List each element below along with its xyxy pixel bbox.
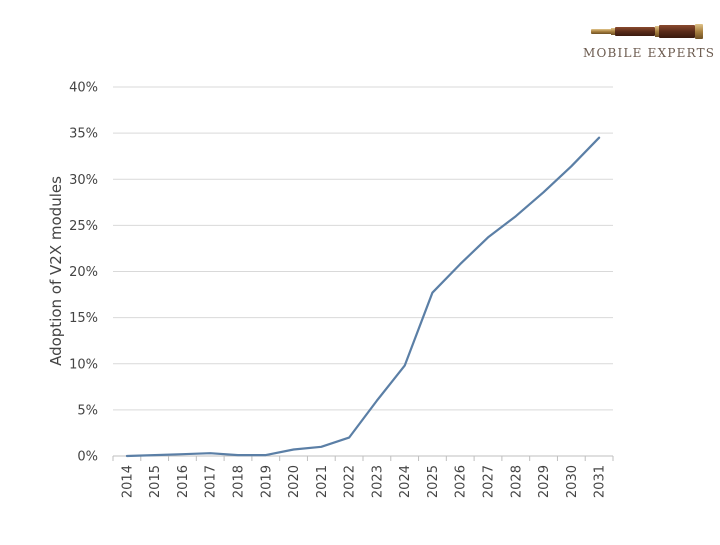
- x-tick-label: 2025: [426, 465, 441, 498]
- x-tick-label: 2022: [343, 465, 358, 498]
- x-tick-label: 2030: [565, 465, 580, 498]
- data-point: [515, 215, 517, 217]
- data-point: [404, 364, 406, 366]
- y-tick-label: 20%: [69, 265, 98, 280]
- data-point: [348, 436, 350, 438]
- company-logo: MOBILE EXPERTS: [575, 20, 715, 70]
- data-point: [598, 137, 600, 139]
- y-tick-label: 5%: [77, 403, 98, 418]
- y-tick-label: 15%: [69, 311, 98, 326]
- data-point: [320, 446, 322, 448]
- x-tick-label: 2016: [176, 465, 191, 498]
- x-tick-label: 2028: [509, 465, 524, 498]
- data-point: [154, 454, 156, 456]
- x-tick-label: 2029: [537, 465, 552, 498]
- y-tick-label: 35%: [69, 127, 98, 142]
- data-point: [570, 165, 572, 167]
- x-tick-label: 2031: [593, 465, 608, 498]
- y-tick-label: 0%: [77, 450, 98, 465]
- x-tick-label: 2026: [454, 465, 469, 498]
- x-tick-label: 2018: [232, 465, 247, 498]
- x-tick-label: 2019: [259, 465, 274, 498]
- y-tick-label: 40%: [69, 81, 98, 96]
- y-tick-label: 30%: [69, 173, 98, 188]
- data-point: [542, 191, 544, 193]
- x-tick-label: 2020: [287, 465, 302, 498]
- data-point: [181, 453, 183, 455]
- x-tick-label: 2023: [370, 465, 385, 498]
- y-tick-label: 10%: [69, 357, 98, 372]
- data-point: [292, 448, 294, 450]
- data-point: [237, 454, 239, 456]
- data-point: [431, 292, 433, 294]
- data-point: [487, 236, 489, 238]
- y-axis-title: Adoption of V2X modules: [47, 176, 65, 366]
- data-point: [126, 455, 128, 457]
- data-point: [376, 399, 378, 401]
- x-tick-label: 2024: [398, 465, 413, 498]
- data-point: [459, 263, 461, 265]
- telescope-icon: [591, 24, 703, 39]
- data-point: [265, 454, 267, 456]
- x-tick-label: 2014: [120, 465, 135, 498]
- series-line: [125, 136, 601, 458]
- x-tick-label: 2017: [204, 465, 219, 498]
- data-point: [209, 452, 211, 454]
- x-tick-label: 2015: [148, 465, 163, 498]
- y-tick-label: 25%: [69, 219, 98, 234]
- x-tick-label: 2021: [315, 465, 330, 498]
- logo-text: MOBILE EXPERTS: [583, 46, 716, 60]
- x-tick-label: 2027: [482, 465, 497, 498]
